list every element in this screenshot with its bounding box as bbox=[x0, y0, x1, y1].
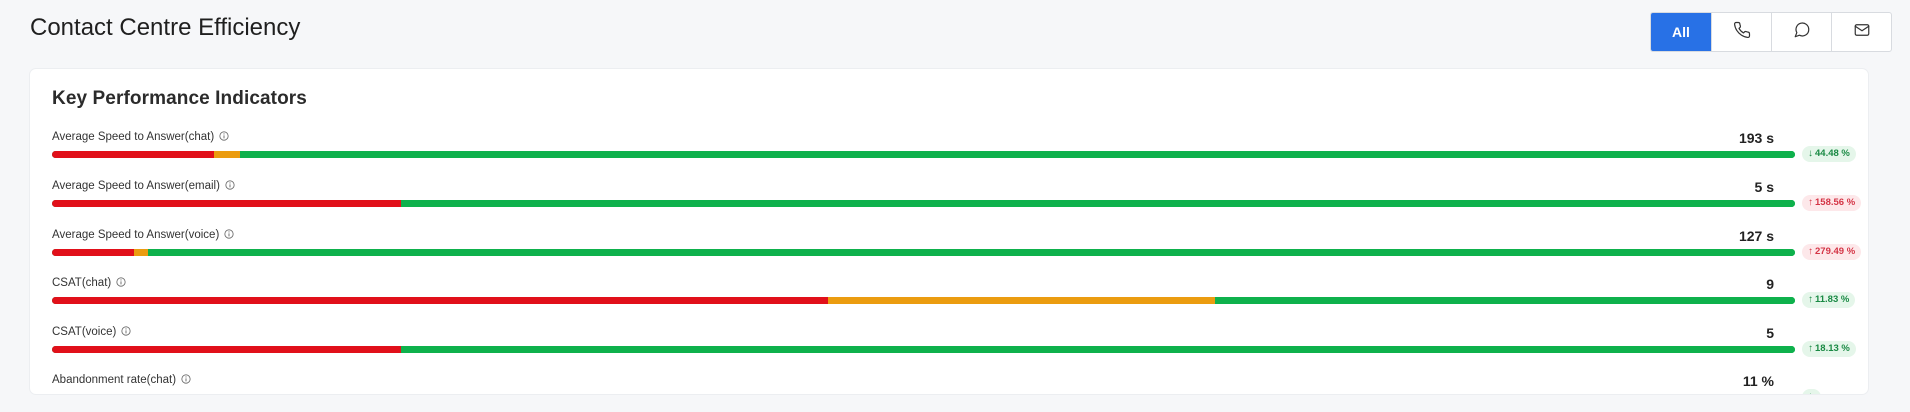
change-value: 18.13 % bbox=[1815, 343, 1850, 354]
info-icon[interactable] bbox=[116, 277, 126, 287]
info-icon[interactable] bbox=[225, 180, 235, 190]
arrow-up-icon: ↑ bbox=[1808, 391, 1813, 394]
chat-icon bbox=[1793, 21, 1811, 44]
kpi-label: Abandonment rate(chat) bbox=[52, 374, 191, 386]
bar-segment-red bbox=[52, 346, 401, 353]
change-value: 44.48 % bbox=[1815, 148, 1850, 159]
change-badge: ↑ 18.13 % bbox=[1802, 341, 1856, 357]
kpi-label: CSAT(voice) bbox=[52, 326, 131, 338]
change-badge: ↓ 44.48 % bbox=[1802, 146, 1856, 162]
kpi-row: Average Speed to Answer(chat) 193 s ↓ 44.48… bbox=[52, 130, 1862, 179]
bar-segment-red bbox=[52, 249, 134, 256]
kpi-value: 5 s bbox=[1754, 179, 1774, 195]
change-badge: ↑ bbox=[1802, 389, 1821, 394]
card-title: Key Performance Indicators bbox=[52, 88, 307, 109]
channel-filter: All bbox=[1650, 12, 1892, 52]
bar-segment-green bbox=[1214, 297, 1795, 304]
change-value: 11.83 % bbox=[1815, 294, 1850, 305]
kpi-row: Average Speed to Answer(email) 5 s ↑ 158.56… bbox=[52, 179, 1862, 228]
phone-channel-button[interactable] bbox=[1711, 13, 1771, 51]
bar-segment-green bbox=[240, 151, 1795, 158]
change-value: 279.49 % bbox=[1815, 246, 1856, 257]
kpi-label-text: Abandonment rate(chat) bbox=[52, 374, 177, 386]
kpi-row: Abandonment rate(chat) 11 % ↑ bbox=[52, 373, 1862, 394]
info-icon[interactable] bbox=[224, 229, 234, 239]
chat-channel-button[interactable] bbox=[1771, 13, 1831, 51]
bar-segment-red bbox=[52, 200, 401, 207]
kpi-value: 11 % bbox=[1742, 373, 1774, 389]
kpi-label: Average Speed to Answer(chat) bbox=[52, 131, 229, 143]
bar-segment-amber bbox=[133, 249, 148, 256]
change-badge: ↑ 158.56 % bbox=[1802, 195, 1862, 211]
bar-segment-amber bbox=[827, 297, 1215, 304]
kpi-label: Average Speed to Answer(email) bbox=[52, 180, 235, 192]
kpi-card: Key Performance Indicators Average Speed… bbox=[30, 69, 1868, 394]
info-icon[interactable] bbox=[121, 326, 131, 336]
arrow-up-icon: ↑ bbox=[1808, 197, 1813, 208]
kpi-threshold-bar bbox=[52, 151, 1795, 158]
kpi-label-text: CSAT(voice) bbox=[52, 326, 117, 338]
kpi-value: 127 s bbox=[1738, 228, 1774, 244]
kpi-threshold-bar bbox=[52, 346, 1795, 353]
kpi-label: Average Speed to Answer(voice) bbox=[52, 229, 234, 241]
bar-segment-green bbox=[400, 200, 1795, 207]
kpi-row: CSAT(chat) 9 ↑ 11.83 % bbox=[52, 276, 1862, 325]
change-badge: ↑ 11.83 % bbox=[1802, 292, 1856, 308]
kpi-label-text: Average Speed to Answer(chat) bbox=[52, 131, 215, 143]
kpi-threshold-bar bbox=[52, 200, 1795, 207]
kpi-label-text: Average Speed to Answer(voice) bbox=[52, 229, 220, 241]
kpi-row: CSAT(voice) 5 ↑ 18.13 % bbox=[52, 325, 1862, 374]
phone-icon bbox=[1733, 21, 1751, 44]
info-icon[interactable] bbox=[219, 131, 229, 141]
bar-segment-green bbox=[400, 346, 1795, 353]
mail-icon bbox=[1853, 21, 1871, 44]
kpi-value: 9 bbox=[1766, 276, 1774, 292]
change-badge: ↑ 279.49 % bbox=[1802, 244, 1862, 260]
arrow-up-icon: ↑ bbox=[1808, 294, 1813, 305]
kpi-label-text: Average Speed to Answer(email) bbox=[52, 180, 220, 192]
bar-segment-amber bbox=[214, 151, 241, 158]
arrow-down-icon: ↓ bbox=[1808, 148, 1813, 159]
arrow-up-icon: ↑ bbox=[1808, 246, 1813, 257]
kpi-row: Average Speed to Answer(voice) 127 s ↑ 279.… bbox=[52, 228, 1862, 277]
info-icon[interactable] bbox=[181, 374, 191, 384]
change-value: 158.56 % bbox=[1815, 197, 1856, 208]
all-channels-button[interactable]: All bbox=[1651, 13, 1711, 51]
page-title: Contact Centre Efficiency bbox=[30, 14, 301, 41]
kpi-value: 5 bbox=[1766, 325, 1774, 341]
email-channel-button[interactable] bbox=[1831, 13, 1891, 51]
kpi-label-text: CSAT(chat) bbox=[52, 277, 112, 289]
bar-segment-red bbox=[52, 151, 215, 158]
kpi-threshold-bar bbox=[52, 249, 1795, 256]
kpi-value: 193 s bbox=[1738, 130, 1774, 146]
kpi-label: CSAT(chat) bbox=[52, 277, 126, 289]
arrow-up-icon: ↑ bbox=[1808, 343, 1813, 354]
kpi-threshold-bar bbox=[52, 297, 1795, 304]
bar-segment-red bbox=[52, 297, 828, 304]
bar-segment-green bbox=[147, 249, 1795, 256]
